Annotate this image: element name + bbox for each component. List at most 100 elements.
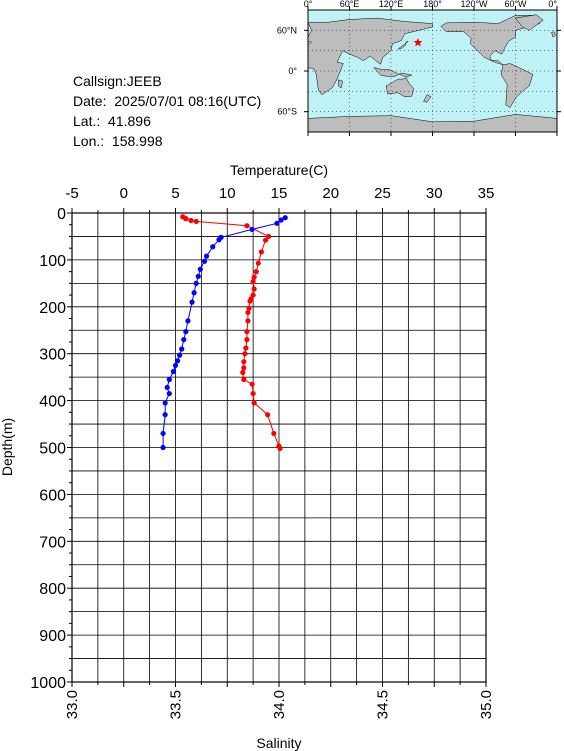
salinity-data-point bbox=[210, 244, 216, 250]
salinity-data-point bbox=[172, 362, 179, 369]
station-star-icon bbox=[413, 37, 423, 47]
temperature-data-point bbox=[258, 249, 265, 255]
map-lon-label: 120°E bbox=[379, 0, 404, 9]
lon-label: Lon.: bbox=[73, 133, 105, 149]
map-lon-label: 120°W bbox=[460, 0, 488, 9]
landmass bbox=[338, 79, 343, 89]
salinity-data-point bbox=[170, 368, 177, 375]
temperature-data-point bbox=[253, 269, 259, 275]
landmass bbox=[440, 15, 541, 66]
salinity-data-point bbox=[174, 358, 181, 364]
temperature-data-point bbox=[265, 412, 271, 418]
temperature-data-point bbox=[250, 390, 256, 397]
depth-tick-label: 700 bbox=[39, 534, 66, 551]
temperature-data-point bbox=[271, 430, 277, 437]
depth-axis-title: Depth(m) bbox=[0, 418, 15, 476]
map-lon-label: 180° bbox=[423, 0, 442, 9]
temperature-tick-label: 25 bbox=[374, 185, 391, 202]
landmass bbox=[385, 77, 415, 98]
landmass bbox=[308, 17, 433, 96]
lat-label: Lat.: bbox=[73, 113, 101, 129]
salinity-data-point bbox=[162, 400, 168, 406]
salinity-axis-title: Salinity bbox=[256, 735, 301, 751]
salinity-tick-labels: 33.0 33.5 34.0 34.5 35.0 bbox=[64, 690, 495, 719]
salinity-data-point bbox=[249, 226, 255, 233]
salinity-data-point bbox=[166, 390, 172, 397]
temperature-data-point bbox=[245, 309, 251, 316]
temperature-data-point bbox=[245, 318, 251, 324]
salinity-tick-label: 34.0 bbox=[271, 690, 288, 719]
map-lon-label: 60°E bbox=[340, 0, 360, 9]
temperature-data-point bbox=[193, 218, 199, 225]
salinity-data-point bbox=[183, 329, 189, 335]
temperature-tick-label: 30 bbox=[426, 185, 443, 202]
temperature-data-point bbox=[244, 337, 250, 343]
lat-line: Lat.: 41.896 bbox=[73, 111, 261, 131]
temperature-data-point bbox=[241, 359, 247, 365]
map-lon-label: 0° bbox=[548, 0, 557, 9]
salinity-tick-label: 33.0 bbox=[64, 690, 81, 719]
depth-tick-label: 300 bbox=[39, 347, 66, 364]
salinity-data-point bbox=[191, 290, 197, 296]
landmass bbox=[308, 114, 557, 132]
map-tick-marks bbox=[304, 6, 561, 136]
salinity-data-point bbox=[160, 444, 166, 451]
depth-tick-label: 1000 bbox=[30, 675, 66, 692]
callsign-line: Callsign:JEEB bbox=[73, 73, 162, 89]
landmass bbox=[500, 63, 534, 108]
lon-value: 158.998 bbox=[111, 133, 163, 149]
map-lat-label: 60°S bbox=[277, 107, 297, 117]
salinity-data-point bbox=[282, 215, 288, 221]
depth-tick-label: 800 bbox=[39, 581, 66, 598]
depth-tick-label: 500 bbox=[39, 441, 66, 458]
salinity-data-point bbox=[201, 258, 208, 264]
depth-tick-label: 600 bbox=[39, 487, 66, 504]
depth-tick-label: 400 bbox=[39, 394, 66, 411]
temperature-data-point bbox=[243, 345, 249, 351]
temperature-data-point bbox=[277, 445, 283, 452]
salinity-data-point bbox=[160, 430, 166, 437]
map-lon-label: 60°W bbox=[504, 0, 527, 9]
salinity-data-point bbox=[195, 273, 201, 279]
salinity-tick-label: 33.5 bbox=[168, 690, 185, 719]
temperature-tick-label: 20 bbox=[322, 185, 339, 202]
temperature-data-point bbox=[242, 351, 248, 357]
lon-line: Lon.: 158.998 bbox=[73, 131, 261, 151]
temperature-data-point bbox=[241, 376, 247, 383]
landmass bbox=[515, 14, 544, 31]
temperature-data-point bbox=[183, 216, 189, 222]
landmass bbox=[551, 31, 556, 38]
salinity-data-point bbox=[177, 352, 183, 358]
date-value: 2025/07/01 08:16(UTC) bbox=[114, 93, 262, 109]
station-marker bbox=[413, 37, 423, 47]
landmass bbox=[397, 40, 409, 50]
date-line: Date: 2025/07/01 08:16(UTC) bbox=[73, 91, 261, 111]
chart-tick-marks bbox=[67, 208, 487, 687]
location-map: 0° 60°E 120°E 180° 120°W 60°W 0° 60°N 0° 60°S bbox=[277, 0, 561, 136]
temperature-data-point bbox=[240, 369, 246, 376]
temperature-tick-label: 0 bbox=[120, 185, 128, 202]
temperature-data-point bbox=[247, 298, 253, 304]
temperature-tick-label: 35 bbox=[478, 185, 495, 202]
salinity-data-point bbox=[166, 376, 172, 383]
map-graticule bbox=[308, 10, 557, 132]
salinity-data-point bbox=[216, 237, 222, 243]
map-lat-label: 0° bbox=[288, 66, 297, 76]
temperature-data-point bbox=[262, 237, 269, 243]
map-lon-labels: 0° 60°E 120°E 180° 120°W 60°W 0° bbox=[304, 0, 558, 9]
salinity-data-point bbox=[203, 253, 210, 259]
temperature-data-point bbox=[246, 305, 252, 311]
temperature-tick-labels: -5 0 5 10 15 20 25 30 35 bbox=[65, 185, 494, 202]
station-info: Callsign:JEEB Date: 2025/07/01 08:16(UTC… bbox=[73, 71, 261, 151]
temperature-tick-label: -5 bbox=[65, 185, 78, 202]
temperature-data-point bbox=[251, 274, 257, 280]
lat-value: 41.896 bbox=[108, 113, 151, 129]
temperature-tick-label: 15 bbox=[271, 185, 288, 202]
map-lat-label: 60°N bbox=[277, 25, 297, 35]
salinity-data-point bbox=[162, 412, 168, 418]
temperature-data-point bbox=[251, 286, 257, 292]
profile-series bbox=[160, 214, 288, 452]
temperature-data-point bbox=[244, 329, 250, 335]
map-land bbox=[308, 14, 557, 132]
